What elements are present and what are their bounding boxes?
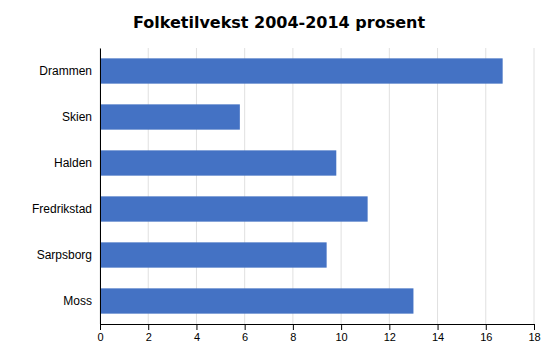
grid-line bbox=[389, 48, 390, 324]
tick-label: 12 bbox=[384, 331, 396, 343]
tick-label: 8 bbox=[290, 331, 296, 343]
tick-mark bbox=[245, 324, 246, 330]
tick: 8 bbox=[290, 324, 296, 343]
grid-line bbox=[244, 48, 245, 324]
tick-mark bbox=[389, 324, 390, 330]
grid-line bbox=[341, 48, 342, 324]
tick: 6 bbox=[242, 324, 248, 343]
x-axis: 0 2 4 6 8 10 12 14 16 18 bbox=[97, 324, 540, 343]
bars bbox=[100, 58, 503, 313]
grid-line bbox=[196, 48, 197, 324]
tick: Moss bbox=[63, 294, 92, 308]
tick-mark bbox=[486, 324, 487, 330]
tick-mark bbox=[534, 324, 535, 330]
tick-label: Moss bbox=[63, 294, 92, 308]
tick-label: Halden bbox=[54, 156, 92, 170]
tick-label: Fredrikstad bbox=[32, 202, 92, 216]
y-axis: Drammen Skien Halden Fredrikstad Sarpsborg Mo… bbox=[32, 49, 101, 325]
tick: 18 bbox=[528, 324, 540, 343]
tick-label: 14 bbox=[432, 331, 444, 343]
bar bbox=[100, 196, 368, 221]
axis-line bbox=[101, 325, 535, 331]
tick-label: 18 bbox=[528, 331, 540, 343]
tick-mark bbox=[438, 324, 439, 330]
tick-mark bbox=[196, 324, 197, 330]
grid bbox=[100, 48, 534, 324]
tick-label: Drammen bbox=[39, 64, 92, 78]
grid-line bbox=[100, 48, 101, 324]
plot: 0 2 4 6 8 10 12 14 16 18 Drammen Skien Halden Fredrik… bbox=[32, 48, 541, 343]
tick: Sarpsborg bbox=[37, 248, 92, 262]
tick-label: 10 bbox=[335, 331, 347, 343]
tick: Drammen bbox=[39, 64, 92, 78]
tick: Fredrikstad bbox=[32, 202, 92, 216]
tick-label: 4 bbox=[194, 331, 200, 343]
bar bbox=[100, 242, 327, 267]
tick: 4 bbox=[194, 324, 200, 343]
bar bbox=[100, 288, 413, 313]
bar bbox=[100, 150, 336, 175]
grid-line bbox=[437, 48, 438, 324]
bar bbox=[100, 58, 503, 83]
tick: Halden bbox=[54, 156, 92, 170]
tick-mark bbox=[293, 324, 294, 330]
tick: 14 bbox=[432, 324, 444, 343]
grid-line bbox=[485, 48, 486, 324]
tick: 0 bbox=[97, 324, 103, 343]
tick: 12 bbox=[384, 324, 396, 343]
tick-label: Sarpsborg bbox=[37, 248, 92, 262]
grid-line bbox=[292, 48, 293, 324]
tick-mark bbox=[100, 324, 101, 330]
title: Folketilvekst 2004-2014 prosent bbox=[133, 13, 425, 32]
tick: 16 bbox=[480, 324, 492, 343]
grid-line bbox=[148, 48, 149, 324]
tick: 2 bbox=[146, 324, 152, 343]
tick-mark bbox=[341, 324, 342, 330]
tick-label: Skien bbox=[62, 110, 92, 124]
tick-label: 16 bbox=[480, 331, 492, 343]
tick-label: 2 bbox=[146, 331, 152, 343]
tick-label: 6 bbox=[242, 331, 248, 343]
tick-mark bbox=[148, 324, 149, 330]
tick-label: 0 bbox=[97, 331, 103, 343]
chart: Folketilvekst 2004-2014 prosent 0 2 4 6 8 10 12… bbox=[0, 0, 558, 358]
bar bbox=[100, 104, 240, 129]
grid-line bbox=[534, 48, 535, 324]
axis-line bbox=[100, 49, 101, 325]
tick: Skien bbox=[62, 110, 92, 124]
tick: 10 bbox=[335, 324, 347, 343]
